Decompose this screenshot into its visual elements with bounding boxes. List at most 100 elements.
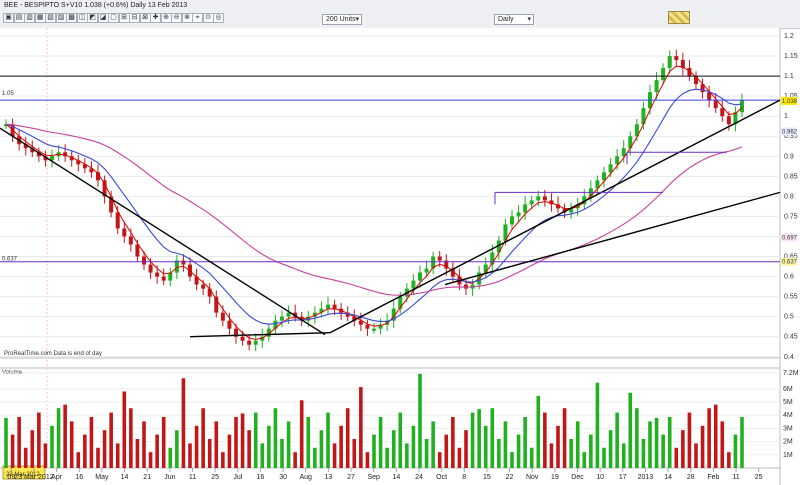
volume-tick-label: 1M bbox=[783, 452, 793, 459]
volume-bar bbox=[608, 430, 613, 468]
volume-bar bbox=[720, 421, 725, 468]
volume-bar bbox=[286, 421, 291, 468]
toolbar-button-8[interactable]: ◫ bbox=[76, 13, 88, 23]
color-theme-swatch[interactable] bbox=[668, 11, 690, 24]
volume-bar bbox=[115, 443, 120, 468]
candle-body bbox=[372, 328, 376, 331]
candle-body bbox=[326, 304, 330, 309]
volume-bar bbox=[63, 404, 67, 468]
toolbar-button-14[interactable]: ⊠ bbox=[139, 13, 151, 23]
toolbar-button-3[interactable]: ▥ bbox=[24, 13, 35, 23]
volume-bar bbox=[529, 447, 534, 468]
candle-body bbox=[89, 168, 94, 173]
downtrend-line bbox=[0, 127, 326, 336]
volume-bar bbox=[516, 434, 521, 468]
volume-bar bbox=[122, 391, 127, 468]
toolbar-button-20[interactable]: ⊙ bbox=[202, 13, 214, 23]
volume-bar bbox=[615, 412, 619, 468]
volume-bar bbox=[694, 443, 698, 468]
volume-bar bbox=[175, 430, 179, 468]
price-tick-label: 0.4 bbox=[784, 354, 794, 361]
candle-body bbox=[418, 272, 422, 281]
volume-bar bbox=[332, 443, 337, 468]
volume-tick-label: 6M bbox=[783, 386, 793, 393]
price-tick-label: 0.65 bbox=[784, 254, 798, 261]
ema-mid-line bbox=[5, 88, 743, 325]
period-select[interactable]: 200 Units bbox=[322, 14, 362, 25]
candle-body bbox=[707, 92, 712, 101]
toolbar-button-13[interactable]: ⊟ bbox=[129, 13, 140, 23]
candle-body bbox=[641, 108, 646, 125]
volume-bar bbox=[385, 447, 389, 468]
candle-body bbox=[220, 312, 225, 321]
toolbar-button-17[interactable]: ⊖ bbox=[171, 13, 182, 23]
toolbar-button-2[interactable]: ▤ bbox=[13, 13, 25, 23]
toolbar-button-21[interactable]: ◎ bbox=[213, 13, 224, 23]
candle-body bbox=[168, 272, 173, 281]
volume-bar bbox=[641, 438, 646, 468]
volume-tick-label: 3M bbox=[783, 425, 793, 432]
price-volume-chart: ProRealTime.com Data is end of day Volum… bbox=[0, 28, 799, 485]
toolbar-button-11[interactable]: ▢ bbox=[108, 13, 119, 23]
candle-body bbox=[733, 112, 738, 125]
volume-bar bbox=[37, 412, 41, 468]
candle-body bbox=[266, 328, 271, 337]
toolbar-button-15[interactable]: ✚ bbox=[150, 13, 161, 23]
volume-bar bbox=[83, 434, 87, 468]
volume-tick-label: 7.2M bbox=[783, 370, 799, 377]
x-tick-label: 14 bbox=[664, 474, 672, 481]
volume-bar bbox=[437, 452, 442, 468]
candle-body bbox=[253, 340, 258, 345]
candle-body bbox=[280, 316, 284, 321]
candle-body bbox=[680, 60, 685, 69]
toolbar-button-19[interactable]: ⌖ bbox=[192, 13, 203, 23]
volume-bar bbox=[188, 443, 192, 468]
support-label-box bbox=[781, 257, 797, 266]
candle-body bbox=[109, 196, 114, 213]
volume-bar bbox=[23, 447, 28, 468]
candle-body bbox=[720, 108, 725, 117]
candle-body bbox=[726, 116, 731, 125]
candle-body bbox=[667, 56, 672, 69]
interval-select[interactable]: Daily bbox=[494, 14, 534, 25]
volume-bar bbox=[181, 378, 186, 468]
volume-bar bbox=[556, 425, 560, 468]
toolbar-button-5[interactable]: ▧ bbox=[45, 13, 56, 23]
candle-body bbox=[128, 236, 133, 245]
footer-note: ProRealTime.com Data is end of day bbox=[4, 351, 102, 357]
volume-bar bbox=[621, 443, 626, 468]
volume-bar bbox=[549, 443, 554, 468]
candle-body bbox=[516, 212, 521, 217]
toolbar-button-6[interactable]: ▨ bbox=[55, 13, 67, 23]
volume-bar bbox=[470, 412, 475, 468]
toolbar: BEE - BESPIPTO S+V10 1.038 (+0.6%) Daily… bbox=[0, 0, 800, 29]
x-tick-label: 2013 bbox=[638, 474, 654, 481]
volume-bar bbox=[313, 447, 317, 468]
candle-body bbox=[529, 200, 534, 205]
ema-short-line bbox=[5, 65, 743, 340]
volume-bar bbox=[661, 434, 665, 468]
x-tick-label: 19 bbox=[551, 474, 559, 481]
volume-bar bbox=[267, 425, 271, 468]
volume-bar bbox=[365, 452, 370, 468]
x-tick-label: 14 bbox=[392, 474, 400, 481]
toolbar-button-9[interactable]: ◩ bbox=[87, 13, 98, 23]
toolbar-button-12[interactable]: ⊞ bbox=[118, 13, 130, 23]
x-tick-label: 30 bbox=[279, 474, 287, 481]
toolbar-button-10[interactable]: ◪ bbox=[97, 13, 109, 23]
price-panel bbox=[0, 28, 780, 358]
toolbar-button-18[interactable]: ⊗ bbox=[181, 13, 193, 23]
volume-bar bbox=[10, 434, 15, 468]
toolbar-button-16[interactable]: ⊕ bbox=[160, 13, 172, 23]
toolbar-button-1[interactable]: ▣ bbox=[3, 13, 14, 23]
volume-bar bbox=[378, 416, 383, 468]
toolbar-button-7[interactable]: ▩ bbox=[66, 13, 77, 23]
candle-body bbox=[542, 196, 547, 201]
volume-bar bbox=[523, 416, 527, 468]
volume-bar bbox=[681, 430, 685, 468]
toolbar-button-4[interactable]: ▦ bbox=[34, 13, 46, 23]
volume-bar bbox=[457, 447, 462, 468]
candle-body bbox=[306, 316, 311, 321]
volume-bar bbox=[713, 404, 718, 468]
volume-bar bbox=[352, 438, 357, 468]
